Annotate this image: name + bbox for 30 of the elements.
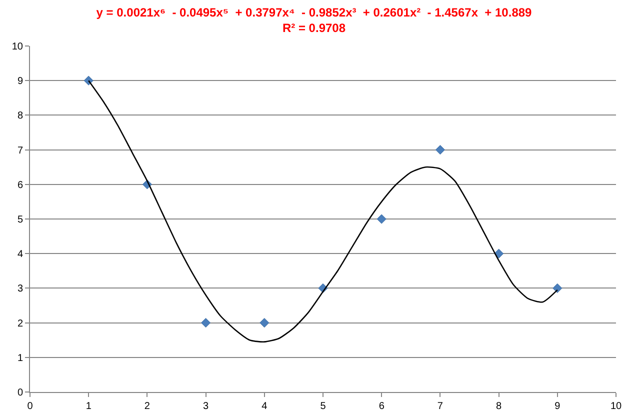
point: [376, 214, 386, 224]
x-tick-label: 1: [86, 401, 92, 412]
point: [552, 283, 562, 293]
x-tick-label: 10: [610, 401, 622, 412]
y-tick-label: 3: [17, 284, 24, 295]
chart-title: y = 0.0021x⁶ - 0.0495x⁵ + 0.3797x⁴ - 0.9852x³ + 0.2601x² - 1.4567x + 10.889: [96, 5, 532, 20]
y-tick-label: 9: [17, 76, 24, 88]
x-tick-label: 6: [378, 401, 385, 412]
x-tick-label: 7: [437, 401, 444, 412]
x-tick-label: 5: [320, 401, 326, 412]
y-tick-label: 0: [17, 388, 24, 398]
y-tick-label: 5: [17, 214, 24, 226]
chart-subtitle: R² = 0.9708: [282, 21, 346, 36]
x-tick-label: 0: [27, 401, 34, 412]
x-tick-label: 9: [554, 401, 561, 412]
point: [435, 145, 445, 155]
x-tick-label: 3: [203, 401, 210, 412]
y-tick-label: 10: [12, 42, 24, 52]
y-tick-label: 6: [17, 180, 24, 191]
point: [201, 318, 211, 328]
x-tick-label: 2: [144, 401, 150, 412]
x-tick-label: 8: [496, 401, 502, 412]
point: [260, 318, 270, 328]
y-tick-label: 1: [17, 352, 24, 364]
y-tick-label: 2: [17, 318, 24, 330]
y-tick-label: 7: [17, 145, 24, 156]
y-tick-label: 4: [17, 249, 24, 260]
y-tick-label: 8: [17, 110, 24, 122]
x-tick-label: 4: [262, 401, 268, 412]
point: [494, 248, 504, 258]
